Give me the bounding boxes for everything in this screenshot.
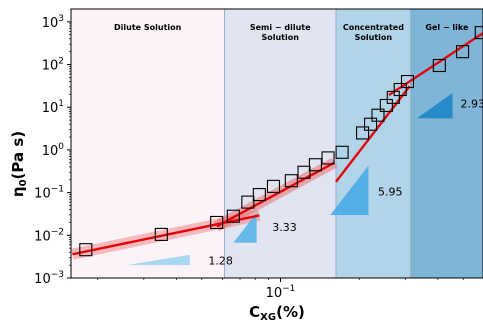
- data-point: [252, 188, 266, 202]
- region-label-gel-like: Gel − like: [425, 23, 469, 32]
- y-tick-exp: −1: [51, 185, 64, 195]
- region-label-line: Gel − like: [425, 23, 469, 32]
- region-label-line: Solution: [261, 33, 299, 42]
- y-tick-base: 10: [42, 101, 59, 116]
- y-tick-exp: 1: [58, 99, 64, 109]
- slope-triangles: 1.28 3.33 5.95 2.93: [126, 93, 483, 267]
- y-tick-base: 10: [42, 16, 59, 31]
- slope-triangle-2: [233, 212, 257, 243]
- data-point: [308, 158, 322, 172]
- data-point: [79, 243, 93, 257]
- concentration-regions: [71, 9, 483, 278]
- data-point: [297, 165, 311, 179]
- region-label-dilute: Dilute Solution: [114, 23, 182, 32]
- y-label-base: η: [9, 186, 27, 197]
- x-tick-label: 10−1: [266, 284, 296, 301]
- fit-line-2: [216, 161, 336, 228]
- data-point: [393, 82, 407, 97]
- y-tick-label: 101: [42, 99, 64, 116]
- x-tick-exp: −1: [282, 284, 295, 294]
- x-label-sub: XG: [260, 312, 276, 322]
- region-labels: Dilute Solution Semi − dilute SolutionConc…: [114, 23, 469, 42]
- data-point: [284, 174, 298, 188]
- region-label-line: Semi − dilute: [250, 23, 311, 32]
- region-gel-like: [410, 9, 483, 278]
- data-point: [241, 195, 255, 209]
- y-tick-exp: 2: [58, 57, 64, 67]
- data-point: [474, 26, 483, 40]
- y-tick-label: 103: [42, 14, 64, 31]
- y-axis-label: η0(Pa s): [9, 131, 29, 197]
- y-tick-base: 10: [34, 229, 51, 244]
- region-label-line: Solution: [355, 33, 393, 42]
- data-point: [456, 45, 470, 59]
- x-label-base: C: [249, 303, 260, 321]
- x-axis-label: CXG(%): [249, 303, 305, 322]
- region-label-semi-dilute: Semi − dilute Solution: [250, 23, 311, 42]
- data-point: [356, 126, 370, 140]
- y-label-tail: (Pa s): [9, 131, 27, 180]
- slope-label-3: 5.95: [378, 186, 403, 199]
- data-point: [266, 179, 281, 193]
- data-point: [371, 108, 385, 122]
- plot-frame: [70, 8, 483, 279]
- region-label-line: Dilute Solution: [114, 23, 182, 32]
- y-tick-base: 10: [34, 272, 51, 287]
- region-concentrated: [335, 9, 411, 278]
- data-point: [210, 215, 224, 230]
- slope-triangle-3: [330, 165, 369, 215]
- data-point: [226, 209, 240, 223]
- data-point: [400, 74, 415, 89]
- fit-line-4: [388, 32, 483, 97]
- slope-label-4: 2.93: [460, 97, 483, 110]
- data-point: [379, 98, 393, 113]
- region-label-concentrated: Concentrated Solution: [343, 23, 404, 42]
- y-tick-label: 10−1: [34, 185, 64, 202]
- data-point: [154, 227, 168, 241]
- fit-line-3: [335, 85, 411, 183]
- slope-label-2: 3.33: [272, 221, 297, 234]
- y-tick-exp: −2: [51, 227, 64, 237]
- data-point: [335, 145, 349, 159]
- slope-triangle-1: [126, 254, 190, 266]
- region-label-line: Concentrated: [343, 23, 404, 32]
- x-tick-base: 10: [266, 286, 283, 301]
- y-tick-base: 10: [42, 144, 59, 159]
- slope-label-1: 1.28: [208, 254, 233, 267]
- y-tick-exp: −3: [51, 270, 64, 280]
- y-tick-label: 10−2: [34, 227, 64, 244]
- y-tick-label: 100: [42, 142, 65, 159]
- data-point: [321, 151, 335, 165]
- y-tick-label: 102: [42, 57, 64, 74]
- y-tick-exp: 3: [58, 14, 64, 24]
- data-point: [363, 117, 378, 131]
- y-tick-base: 10: [34, 187, 51, 202]
- y-tick-base: 10: [42, 59, 59, 74]
- y-tick-exp: 0: [58, 142, 64, 152]
- y-label-sub: 0: [18, 179, 29, 186]
- y-tick-label: 10−3: [34, 270, 64, 287]
- data-point: [432, 58, 446, 73]
- data-point: [386, 90, 400, 104]
- data-points: [79, 26, 483, 257]
- slope-triangle-4: [416, 93, 453, 119]
- x-label-tail: (%): [276, 303, 305, 321]
